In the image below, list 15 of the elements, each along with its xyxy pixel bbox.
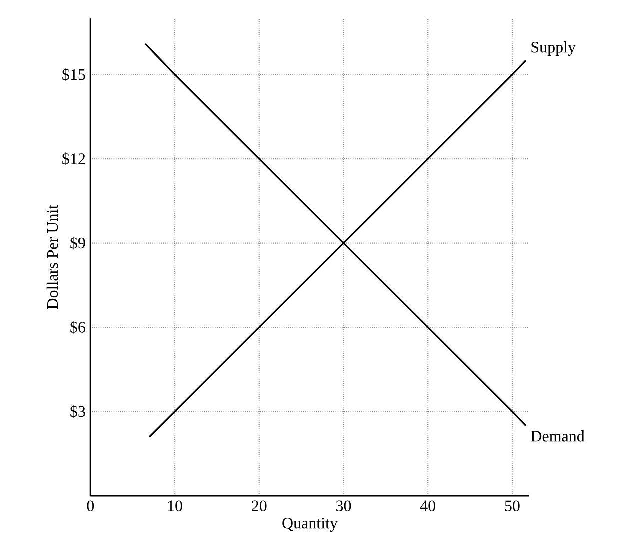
y-axis-title: Dollars Per Unit: [46, 204, 58, 310]
x-tick-label: 30: [336, 500, 352, 512]
x-tick-label: 50: [505, 500, 520, 512]
x-tick-label: 10: [168, 500, 182, 512]
x-tick-label: 20: [252, 500, 267, 512]
series-label: Demand: [531, 430, 585, 442]
x-axis-title: Quantity: [282, 518, 338, 532]
y-tick-label: $12: [62, 152, 86, 166]
x-tick-label: 0: [87, 500, 94, 512]
y-tick-label: $9: [70, 236, 86, 250]
x-tick-label: 40: [420, 500, 436, 512]
y-tick-label: $3: [70, 405, 86, 418]
y-tick-label: $6: [70, 321, 86, 334]
series-label: Supply: [532, 42, 576, 56]
y-tick-label: $15: [62, 68, 86, 82]
